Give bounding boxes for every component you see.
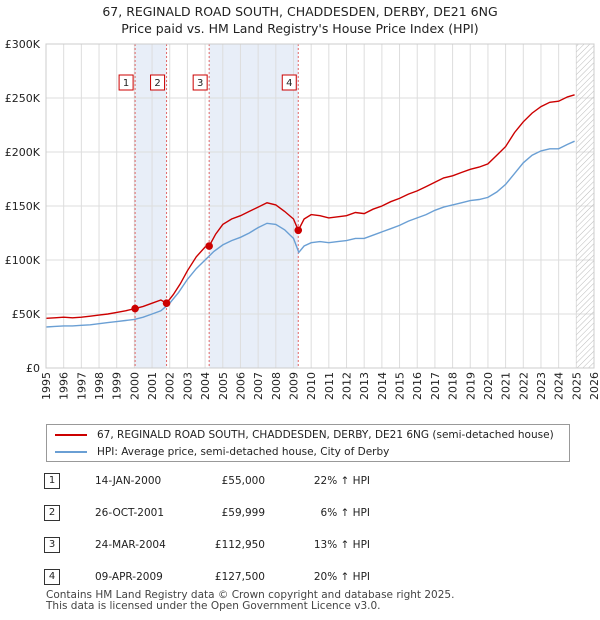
x-tick-label: 2019 xyxy=(464,372,477,400)
sale-number: 1 xyxy=(44,473,60,489)
legend: 67, REGINALD ROAD SOUTH, CHADDESDEN, DER… xyxy=(46,424,570,462)
sale-marker-box xyxy=(281,74,297,91)
sale-marker-label: 1 xyxy=(123,78,129,89)
sale-marker-box xyxy=(192,74,208,91)
sale-marker-label: 4 xyxy=(286,78,292,89)
price-chart: 1 2 3 4 £0 £50K £100K £150K £200K £250K £300K 199… xyxy=(5,38,600,400)
x-tick-label: 2025 xyxy=(570,372,583,400)
x-tick-label: 2018 xyxy=(447,372,460,400)
legend-label-property: 67, REGINALD ROAD SOUTH, CHADDESDEN, DER… xyxy=(97,429,554,441)
x-tick-label: 2000 xyxy=(128,372,141,400)
sale-hpi-change: 13% ↑ HPI xyxy=(313,539,370,551)
x-tick-label: 2010 xyxy=(305,372,318,400)
sale-marker-box xyxy=(118,74,134,91)
y-tick-label: £50K xyxy=(12,308,41,321)
sale-marker-label: 2 xyxy=(154,78,160,89)
x-tick-label: 1996 xyxy=(58,372,71,400)
x-tick-label: 2022 xyxy=(517,372,530,400)
legend-swatch-hpi xyxy=(55,451,87,453)
x-axis-ticks: 1995 1996 1997 1998 1999 2000 2001 2002 2003 2004… xyxy=(40,372,600,400)
sale-hpi-change: 20% ↑ HPI xyxy=(313,571,370,583)
sale-hpi-change: 6% ↑ HPI xyxy=(320,507,370,519)
x-tick-label: 2021 xyxy=(500,372,513,400)
x-tick-label: 1995 xyxy=(40,372,53,400)
x-tick-label: 2014 xyxy=(376,372,389,400)
grid xyxy=(45,43,595,369)
x-tick-label: 2013 xyxy=(358,372,371,400)
sale-point xyxy=(131,304,139,313)
footer-line-1: Contains HM Land Registry data © Crown c… xyxy=(46,589,455,601)
sale-date: 26-OCT-2001 xyxy=(95,507,164,519)
sale-price: £112,950 xyxy=(214,539,265,551)
x-tick-label: 1997 xyxy=(75,372,88,400)
future-hatch xyxy=(576,44,594,368)
property-price-line xyxy=(45,94,575,319)
x-tick-label: 2006 xyxy=(234,372,247,400)
footer-line-2: This data is licensed under the Open Gov… xyxy=(46,600,381,612)
sale-point xyxy=(294,226,303,235)
sale-markers: 1 2 3 4 xyxy=(118,74,297,91)
y-tick-label: £200K xyxy=(5,146,41,159)
x-tick-label: 1998 xyxy=(93,372,106,400)
legend-item-hpi: HPI: Average price, semi-detached house,… xyxy=(55,444,389,460)
y-tick-label: £150K xyxy=(5,200,41,213)
x-tick-label: 2020 xyxy=(482,372,495,400)
legend-item-property: 67, REGINALD ROAD SOUTH, CHADDESDEN, DER… xyxy=(55,427,554,443)
x-tick-label: 2026 xyxy=(588,372,600,400)
future-hatch-area xyxy=(576,44,594,368)
x-tick-label: 2016 xyxy=(411,372,424,400)
title-line-1: 67, REGINALD ROAD SOUTH, CHADDESDEN, DER… xyxy=(102,4,498,19)
x-tick-label: 2007 xyxy=(252,372,265,400)
sale-points xyxy=(131,226,303,313)
sale-marker-label: 3 xyxy=(197,78,203,89)
hpi-line xyxy=(45,140,575,328)
x-tick-label: 2017 xyxy=(429,372,442,400)
x-tick-label: 2009 xyxy=(287,372,300,400)
x-tick-label: 2004 xyxy=(199,372,212,400)
x-tick-label: 2005 xyxy=(217,372,230,400)
x-tick-label: 2002 xyxy=(164,372,177,400)
x-tick-label: 2023 xyxy=(535,372,548,400)
x-tick-label: 2015 xyxy=(394,372,407,400)
sale-price: £127,500 xyxy=(214,571,265,583)
footer: Contains HM Land Registry data © Crown c… xyxy=(46,590,454,612)
sale-marker-box xyxy=(150,74,166,91)
sale-date: 24-MAR-2004 xyxy=(95,539,166,551)
sale-hpi-change: 22% ↑ HPI xyxy=(313,475,370,487)
legend-label-hpi: HPI: Average price, semi-detached house,… xyxy=(97,446,390,458)
sale-number: 3 xyxy=(44,537,60,553)
x-tick-label: 2012 xyxy=(341,372,354,400)
sale-price: £59,999 xyxy=(221,507,265,519)
sale-number: 2 xyxy=(44,505,60,521)
x-tick-label: 2001 xyxy=(146,372,159,400)
sale-price: £55,000 xyxy=(221,475,265,487)
sale-point xyxy=(205,242,213,250)
sale-date: 09-APR-2009 xyxy=(95,571,163,583)
sale-point xyxy=(162,299,171,308)
plot-frame xyxy=(45,43,595,369)
x-tick-label: 1999 xyxy=(111,372,124,400)
sale-date: 14-JAN-2000 xyxy=(95,475,162,487)
legend-swatch-property xyxy=(55,434,87,436)
sale-number: 4 xyxy=(44,569,60,585)
y-tick-label: £300K xyxy=(5,38,41,51)
series-lines xyxy=(45,94,575,328)
y-axis-ticks: £0 £50K £100K £150K £200K £250K £300K xyxy=(5,38,41,375)
x-tick-label: 2003 xyxy=(181,372,194,400)
y-tick-label: £100K xyxy=(5,254,41,267)
x-tick-label: 2011 xyxy=(323,372,336,400)
y-tick-label: £0 xyxy=(26,362,40,375)
x-tick-label: 2008 xyxy=(270,372,283,400)
sale-date-lines xyxy=(134,44,299,368)
y-tick-label: £250K xyxy=(5,92,41,105)
chart-title: 67, REGINALD ROAD SOUTH, CHADDESDEN, DER… xyxy=(0,3,600,37)
x-tick-label: 2024 xyxy=(553,372,566,400)
title-line-2: Price paid vs. HM Land Registry's House … xyxy=(121,21,479,36)
